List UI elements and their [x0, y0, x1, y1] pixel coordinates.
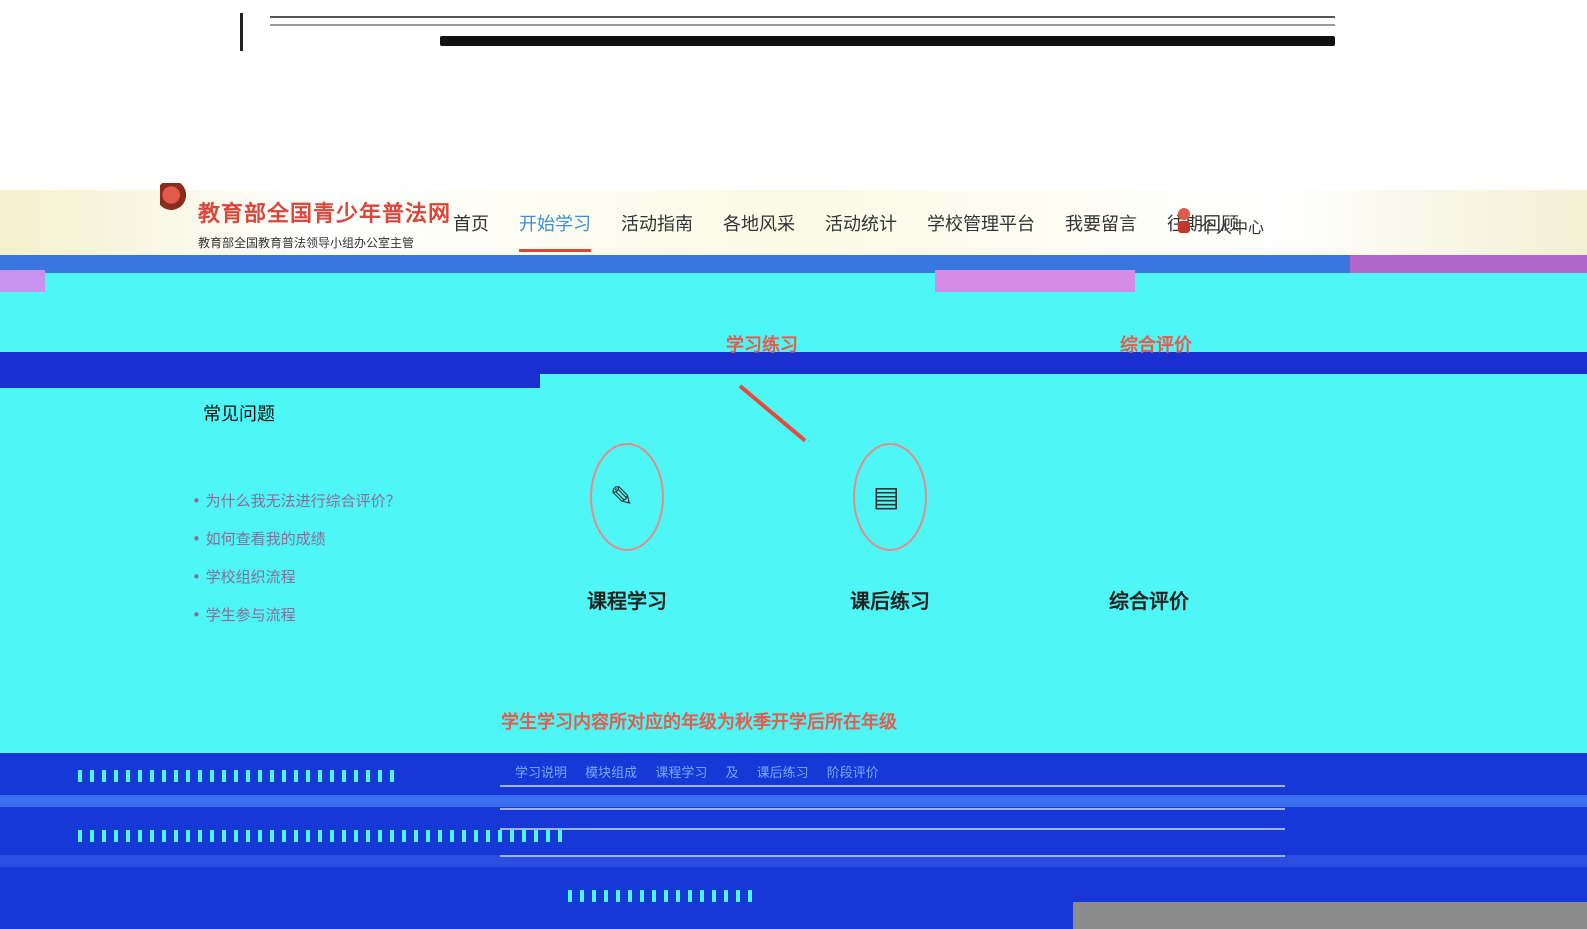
decor-stripe — [0, 855, 1587, 867]
faq-item[interactable]: 为什么我无法进行综合评价？ — [192, 482, 401, 520]
grade-notice: 学生学习内容所对应的年级为秋季开学后所在年级 — [501, 712, 897, 733]
faq-title: 常见问题 — [203, 404, 275, 425]
band-accent — [0, 270, 45, 292]
book-icon: ✎ — [590, 443, 664, 551]
site-title[interactable]: 教育部全国青少年普法网 — [198, 202, 452, 227]
top-banner — [240, 8, 1340, 58]
nav-item-statistics[interactable]: 活动统计 — [825, 214, 897, 235]
nav-item-leave-message[interactable]: 我要留言 — [1065, 214, 1137, 235]
logo-icon[interactable] — [160, 183, 188, 213]
footer-bar — [1073, 902, 1587, 929]
header-band — [0, 255, 1587, 273]
step-card-course[interactable]: ✎ 课程学习 — [567, 443, 687, 614]
divider-band — [0, 352, 1587, 374]
nav-item-home[interactable]: 首页 — [453, 214, 489, 235]
banner-mark — [240, 13, 273, 51]
flow-step[interactable]: 课后练习 — [756, 766, 809, 781]
nav-item-start-learning[interactable]: 开始学习 — [519, 210, 591, 252]
nav-item-activity-guide[interactable]: 活动指南 — [621, 214, 693, 235]
flow-step[interactable]: 课程学习 — [655, 766, 708, 781]
clipboard-icon: ▤ — [853, 443, 927, 551]
faq-item[interactable]: 学校组织流程 — [192, 558, 401, 596]
flow-step[interactable]: 阶段评价 — [826, 766, 879, 781]
band-accent — [935, 270, 1135, 292]
site-header — [0, 190, 1587, 255]
band-accent — [1350, 255, 1587, 273]
step-card-label: 课程学习 — [587, 589, 667, 613]
learning-flow: 学习说明 模块组成 课程学习 及 课后练习 阶段评价 — [515, 762, 893, 781]
decor-dots — [70, 770, 400, 782]
user-avatar-icon[interactable] — [1174, 206, 1194, 234]
nav-item-regional-showcase[interactable]: 各地风采 — [723, 214, 795, 235]
step-card-evaluation[interactable]: 综合评价 — [1089, 443, 1209, 614]
nav-item-school-platform[interactable]: 学校管理平台 — [927, 214, 1035, 235]
table-divider — [500, 855, 1285, 857]
main-nav: 首页 开始学习 活动指南 各地风采 活动统计 学校管理平台 我要留言 往期回顾 — [453, 210, 1269, 252]
table-divider — [500, 785, 1285, 787]
divider-band — [0, 374, 540, 388]
hint-practice: 学习练习 — [726, 335, 798, 356]
user-center-link[interactable]: 个人中心 — [1200, 218, 1265, 237]
table-divider — [500, 828, 1285, 830]
decor-stripe — [0, 795, 1587, 807]
flow-step[interactable]: 模块组成 — [585, 766, 638, 781]
step-card-label: 课后练习 — [850, 589, 930, 613]
banner-line — [270, 16, 1335, 18]
step-card-label: 综合评价 — [1109, 589, 1189, 613]
flow-step: 及 — [725, 766, 739, 781]
banner-line — [270, 24, 1335, 26]
flow-step[interactable]: 学习说明 — [515, 766, 568, 781]
faq-item[interactable]: 如何查看我的成绩 — [192, 520, 401, 558]
hint-evaluation: 综合评价 — [1120, 335, 1192, 356]
step-card-practice[interactable]: ▤ 课后练习 — [830, 443, 950, 614]
evaluation-icon — [1112, 443, 1186, 551]
faq-item[interactable]: 学生参与流程 — [192, 596, 401, 634]
decor-dots — [560, 890, 760, 902]
faq-list: 为什么我无法进行综合评价？ 如何查看我的成绩 学校组织流程 学生参与流程 — [192, 482, 401, 634]
table-divider — [500, 808, 1285, 810]
site-subtitle: 教育部全国教育普法领导小组办公室主管 — [198, 236, 415, 250]
banner-bar — [440, 36, 1335, 46]
decor-dots — [70, 830, 570, 842]
